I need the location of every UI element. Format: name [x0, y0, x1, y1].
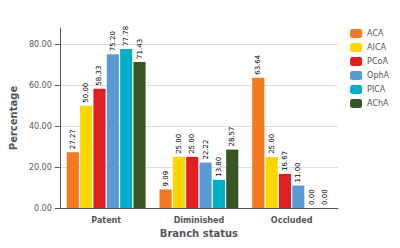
svg-text:40.00: 40.00	[29, 122, 52, 131]
svg-text:16.67: 16.67	[281, 151, 289, 171]
svg-text:20.00: 20.00	[29, 163, 52, 172]
svg-text:77.78: 77.78	[122, 26, 130, 46]
svg-text:0.00: 0.00	[308, 189, 316, 205]
svg-text:9.09: 9.09	[162, 171, 170, 187]
svg-text:80.00: 80.00	[29, 40, 52, 49]
svg-text:Patent: Patent	[91, 216, 121, 225]
svg-text:Percentage: Percentage	[8, 86, 19, 151]
svg-text:OphA: OphA	[367, 71, 389, 80]
svg-text:PCoA: PCoA	[367, 57, 388, 66]
svg-text:Diminished: Diminished	[174, 216, 225, 225]
svg-text:ACA: ACA	[367, 29, 384, 38]
svg-text:25.00: 25.00	[268, 134, 276, 154]
svg-text:Branch status: Branch status	[160, 228, 238, 239]
svg-text:0.00: 0.00	[321, 189, 329, 205]
svg-text:Occluded: Occluded	[271, 216, 313, 225]
svg-text:0.00: 0.00	[34, 204, 52, 213]
svg-text:22.22: 22.22	[202, 140, 210, 160]
svg-text:63.64: 63.64	[254, 54, 262, 75]
svg-text:58.33: 58.33	[95, 66, 103, 86]
svg-text:AICA: AICA	[367, 43, 386, 52]
svg-text:28.57: 28.57	[228, 127, 236, 147]
svg-text:13.80: 13.80	[215, 157, 223, 177]
svg-text:11.00: 11.00	[294, 162, 302, 182]
svg-text:71.43: 71.43	[136, 39, 144, 59]
svg-text:25.00: 25.00	[188, 134, 196, 154]
svg-text:25.00: 25.00	[175, 134, 183, 154]
svg-text:27.27: 27.27	[69, 129, 77, 149]
svg-text:50.00: 50.00	[82, 83, 90, 103]
svg-text:AChA: AChA	[367, 99, 389, 108]
svg-text:PICA: PICA	[367, 85, 386, 94]
svg-text:75.20: 75.20	[109, 31, 117, 51]
svg-text:60.00: 60.00	[29, 81, 52, 90]
